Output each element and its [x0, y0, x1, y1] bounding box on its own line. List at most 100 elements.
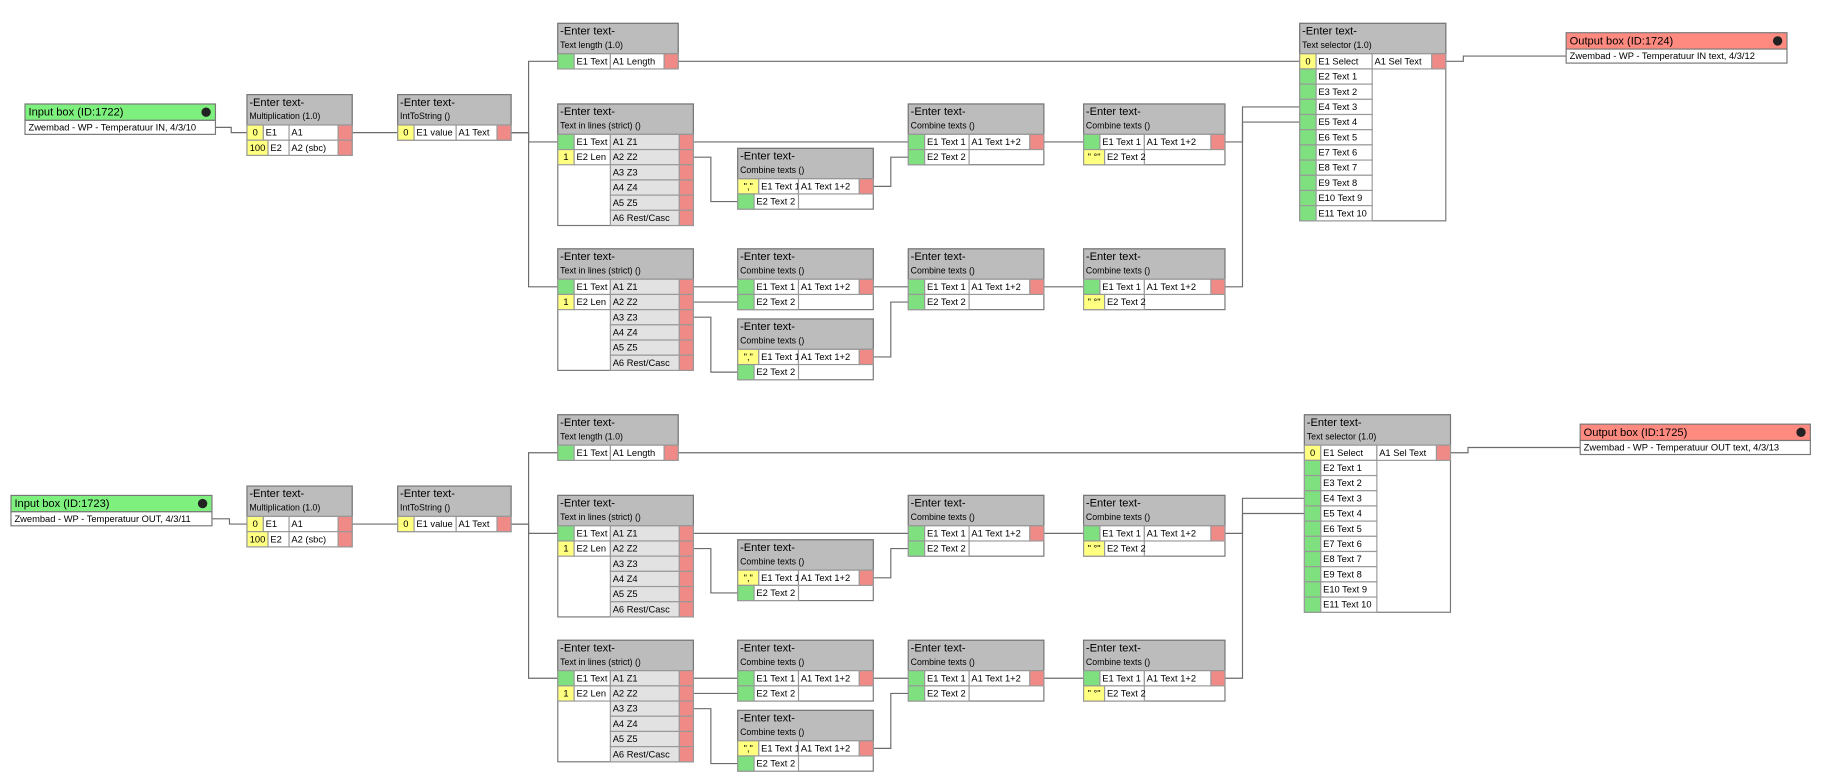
output-port[interactable]: [1029, 133, 1045, 151]
input-port[interactable]: [1083, 278, 1101, 296]
block[interactable]: Output box (ID:1724) Zwembad - WP - Tempe…: [1565, 32, 1788, 64]
output-port[interactable]: [337, 515, 353, 533]
output-port[interactable]: [1029, 670, 1045, 687]
input-port[interactable]: [1083, 133, 1101, 151]
input-port[interactable]: [1299, 144, 1317, 161]
input-port[interactable]: [1303, 596, 1322, 613]
input-port[interactable]: [1303, 505, 1322, 522]
output-port[interactable]: [1210, 670, 1226, 687]
input-port[interactable]: [1299, 174, 1317, 192]
output-port[interactable]: [337, 531, 353, 548]
input-port[interactable]: [907, 278, 926, 296]
block[interactable]: -Enter text- Text length (1.0) E1 Text A1 L…: [557, 414, 679, 461]
block[interactable]: -Enter text- Combine texts () E1 Text 1 E2 …: [907, 248, 1045, 311]
input-port[interactable]: [557, 133, 575, 151]
block[interactable]: -Enter text- Combine texts () E1 Text 1" °…: [1083, 494, 1226, 557]
input-port[interactable]: [1299, 189, 1317, 207]
block[interactable]: -Enter text- Combine texts () "," E1 Text 1…: [737, 539, 874, 602]
output-port[interactable]: [678, 685, 694, 702]
output-port[interactable]: [1029, 525, 1045, 542]
input-port[interactable]: [1303, 490, 1322, 507]
input-port[interactable]: [737, 278, 755, 296]
output-port[interactable]: [678, 354, 694, 371]
input-port[interactable]: [1083, 525, 1101, 542]
input-port[interactable]: [1299, 129, 1317, 146]
block[interactable]: -Enter text- Combine texts () "," E1 Text 1…: [737, 147, 874, 210]
block[interactable]: -Enter text- Text in lines (strict) () E1 …: [557, 103, 694, 227]
output-port[interactable]: [678, 164, 694, 181]
output-port[interactable]: [678, 278, 694, 296]
output-port[interactable]: [678, 746, 694, 763]
block[interactable]: -Enter text- Combine texts () E1 Text 1" °…: [1083, 639, 1226, 702]
output-port[interactable]: [678, 324, 694, 341]
input-port[interactable]: [1303, 520, 1322, 537]
input-port[interactable]: [1299, 98, 1317, 116]
input-port[interactable]: [1303, 535, 1322, 553]
input-port[interactable]: [737, 670, 755, 687]
block[interactable]: Input box (ID:1723) Zwembad - WP - Temper…: [10, 494, 213, 527]
input-port[interactable]: [1299, 83, 1317, 100]
block[interactable]: -Enter text- Combine texts () E1 Text 1 E2 …: [907, 103, 1045, 166]
input-port[interactable]: [1303, 459, 1322, 477]
input-port[interactable]: [1083, 670, 1101, 687]
input-port[interactable]: [1299, 205, 1317, 222]
block[interactable]: -Enter text- Combine texts () E1 Text 1 E2 …: [737, 639, 874, 702]
output-port[interactable]: [858, 348, 874, 366]
output-port[interactable]: [496, 124, 512, 141]
input-port[interactable]: [1299, 68, 1317, 85]
input-port[interactable]: [1303, 566, 1322, 583]
block[interactable]: -Enter text- IntToString () 0 E1 value A1 Te…: [397, 94, 512, 141]
block[interactable]: -Enter text- Combine texts () E1 Text 1" °…: [1083, 103, 1226, 166]
block[interactable]: -Enter text- Text selector (1.0) 0 E1 Selec…: [1299, 22, 1447, 222]
block[interactable]: -Enter text- Text in lines (strict) () E1 …: [557, 248, 694, 371]
block[interactable]: -Enter text- IntToString () 0 E1 value A1 Te…: [397, 485, 512, 533]
input-port[interactable]: [737, 685, 755, 702]
block[interactable]: -Enter text- Combine texts () E1 Text 1" °…: [1083, 248, 1226, 311]
input-port[interactable]: [1299, 159, 1317, 176]
block[interactable]: Output box (ID:1725) Zwembad - WP - Tempe…: [1579, 423, 1811, 456]
input-port[interactable]: [737, 293, 755, 311]
output-port[interactable]: [496, 515, 512, 533]
input-port[interactable]: [1303, 550, 1322, 568]
output-port[interactable]: [678, 601, 694, 618]
output-port[interactable]: [678, 309, 694, 326]
output-port[interactable]: [678, 339, 694, 356]
block[interactable]: Input box (ID:1722) Zwembad - WP - Temper…: [24, 103, 217, 135]
block[interactable]: -Enter text- Combine texts () E1 Text 1 E2 …: [907, 639, 1045, 702]
input-port[interactable]: [557, 670, 575, 687]
output-port[interactable]: [678, 525, 694, 542]
input-port[interactable]: [737, 193, 755, 210]
input-port[interactable]: [737, 363, 755, 381]
output-port[interactable]: [337, 124, 353, 141]
input-port[interactable]: [737, 584, 755, 602]
block[interactable]: -Enter text- Combine texts () "," E1 Text 1…: [737, 709, 874, 772]
output-port[interactable]: [858, 278, 874, 296]
output-port[interactable]: [678, 179, 694, 196]
output-port[interactable]: [858, 178, 874, 195]
input-port[interactable]: [907, 685, 926, 702]
output-port[interactable]: [1210, 278, 1226, 296]
input-port[interactable]: [907, 293, 926, 311]
output-port[interactable]: [678, 293, 694, 311]
input-port[interactable]: [907, 525, 926, 542]
input-port[interactable]: [1303, 474, 1322, 492]
block[interactable]: -Enter text- Text in lines (strict) () E1 …: [557, 494, 694, 618]
output-port[interactable]: [678, 540, 694, 557]
output-port[interactable]: [337, 139, 353, 156]
block[interactable]: -Enter text- Text length (1.0) E1 Text A1 L…: [557, 22, 679, 70]
output-port[interactable]: [858, 740, 874, 757]
output-port[interactable]: [678, 670, 694, 687]
output-port[interactable]: [678, 555, 694, 572]
input-port[interactable]: [907, 148, 926, 166]
block[interactable]: -Enter text- Combine texts () E1 Text 1 E2 …: [737, 248, 874, 311]
output-port[interactable]: [858, 569, 874, 586]
output-port[interactable]: [678, 730, 694, 748]
output-port[interactable]: [678, 209, 694, 227]
input-port[interactable]: [737, 755, 755, 772]
output-port[interactable]: [678, 715, 694, 733]
block[interactable]: -Enter text- Combine texts () "," E1 Text 1…: [737, 318, 874, 381]
output-port[interactable]: [678, 585, 694, 603]
output-port[interactable]: [1435, 444, 1452, 461]
output-port[interactable]: [678, 570, 694, 588]
